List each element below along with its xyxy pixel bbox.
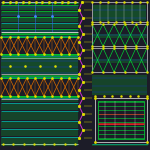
Bar [95,98,147,142]
Bar [92,2,147,22]
Bar [98,101,144,139]
Bar [92,48,147,72]
Bar [92,24,147,46]
